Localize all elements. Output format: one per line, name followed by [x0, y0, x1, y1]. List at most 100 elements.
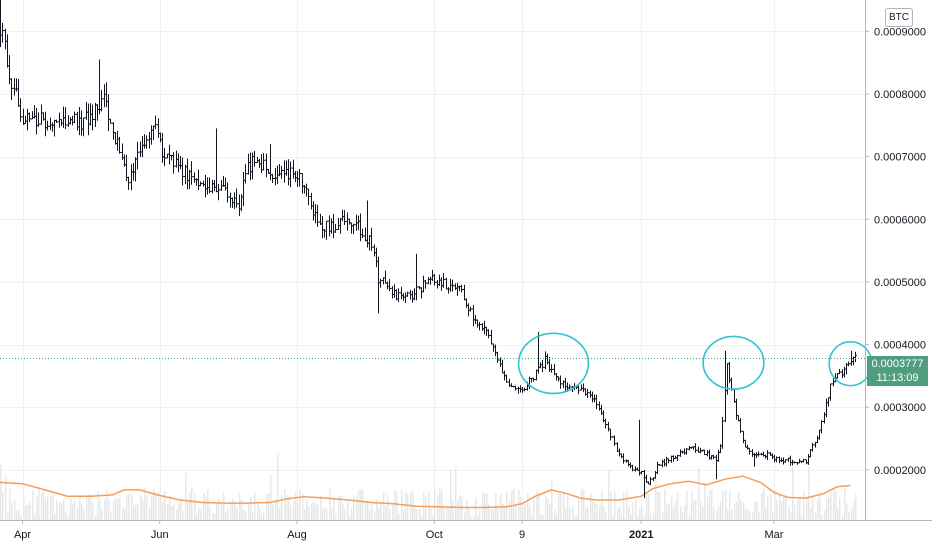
- volume-bar-145: [326, 509, 328, 520]
- volume-bar-361: [812, 495, 814, 520]
- volume-bar-211: [475, 497, 477, 520]
- volume-bar-123: [277, 453, 279, 520]
- volume-bar-308: [693, 500, 695, 520]
- volume-bar-312: [702, 506, 704, 520]
- volume-bar-360: [810, 507, 812, 520]
- volume-bar-371: [835, 490, 837, 520]
- volume-bar-313: [704, 482, 706, 520]
- volume-bar-189: [425, 496, 427, 520]
- volume-bar-1: [2, 491, 4, 520]
- volume-bar-241: [542, 515, 544, 520]
- volume-bar-59: [133, 505, 135, 520]
- volume-bar-257: [578, 499, 580, 520]
- volume-bar-125: [281, 495, 283, 520]
- volume-bar-299: [673, 507, 675, 520]
- volume-bar-89: [200, 509, 202, 520]
- volume-bar-212: [477, 515, 479, 520]
- volume-bar-113: [254, 493, 256, 520]
- volume-bar-345: [776, 499, 778, 520]
- volume-bar-45: [101, 509, 103, 520]
- volume-bar-119: [268, 492, 270, 520]
- volume-bar-267: [601, 490, 603, 520]
- volume-bar-344: [774, 490, 776, 520]
- volume-bar-243: [547, 498, 549, 520]
- volume-bar-65: [146, 496, 148, 520]
- volume-bar-33: [74, 500, 76, 520]
- volume-bar-198: [446, 506, 448, 520]
- volume-bar-303: [682, 512, 684, 520]
- volume-bar-253: [569, 508, 571, 520]
- volume-bar-279: [628, 506, 630, 520]
- volume-bar-72: [162, 502, 164, 520]
- volume-bar-284: [639, 508, 641, 520]
- volume-bar-245: [551, 479, 553, 520]
- volume-bar-316: [711, 489, 713, 520]
- volume-bar-337: [758, 511, 760, 520]
- volume-bar-246: [554, 509, 556, 520]
- volume-bar-249: [560, 493, 562, 520]
- volume-bar-21: [47, 495, 49, 520]
- volume-bar-124: [279, 507, 281, 520]
- volume-bar-105: [236, 506, 238, 520]
- volume-bar-274: [617, 507, 619, 520]
- volume-bar-24: [54, 513, 56, 520]
- volume-bar-37: [83, 510, 85, 520]
- volume-bar-181: [407, 493, 409, 520]
- volume-bar-319: [718, 506, 720, 520]
- volume-bar-336: [756, 500, 758, 520]
- volume-bar-248: [558, 492, 560, 520]
- volume-bar-20: [45, 498, 47, 520]
- volume-bar-159: [358, 489, 360, 520]
- volume-bar-309: [695, 499, 697, 520]
- volume-bar-96: [216, 502, 218, 520]
- volume-bar-120: [270, 474, 272, 520]
- volume-bar-6: [14, 499, 16, 520]
- annotation-circle-1[interactable]: [517, 332, 590, 395]
- volume-bar-290: [653, 512, 655, 520]
- volume-bar-157: [353, 495, 355, 520]
- currency-badge[interactable]: BTC: [885, 8, 913, 27]
- volume-bar-369: [830, 491, 832, 520]
- volume-bar-203: [457, 500, 459, 520]
- volume-bar-209: [470, 515, 472, 520]
- volume-bar-0: [0, 464, 2, 520]
- x-tick-label-1: Jun: [151, 529, 169, 541]
- y-tick-label-2: 0.0004000: [874, 340, 926, 352]
- volume-bar-39: [88, 494, 90, 520]
- volume-bar-142: [320, 495, 322, 520]
- volume-bar-104: [234, 502, 236, 520]
- volume-bar-34: [77, 507, 79, 520]
- volume-bar-331: [745, 509, 747, 520]
- annotation-circle-2[interactable]: [702, 335, 765, 390]
- volume-bar-340: [765, 507, 767, 520]
- volume-bar-210: [473, 515, 475, 520]
- volume-bar-317: [713, 506, 715, 520]
- volume-bar-13: [29, 501, 31, 520]
- volume-bar-228: [513, 488, 515, 520]
- volume-bar-17: [38, 488, 40, 520]
- volume-bar-78: [176, 509, 178, 520]
- volume-bar-15: [34, 513, 36, 520]
- axes[interactable]: [0, 0, 932, 521]
- volume-bar-341: [767, 496, 769, 520]
- x-tick-label-0: Apr: [14, 529, 31, 541]
- volume-bar-338: [761, 492, 763, 520]
- volume-bar-52: [117, 498, 119, 520]
- volume-bar-285: [641, 505, 643, 520]
- volume-bar-58: [131, 493, 133, 520]
- volume-bar-11: [25, 505, 27, 520]
- volume-bar-26: [59, 501, 61, 520]
- volume-bar-196: [441, 489, 443, 520]
- volume-bar-311: [700, 502, 702, 520]
- volume-bar-200: [450, 469, 452, 520]
- volume-bar-263: [592, 500, 594, 520]
- volume-bar-218: [491, 509, 493, 520]
- volume-bar-166: [374, 510, 376, 520]
- volume-bar-348: [783, 497, 785, 520]
- volume-bar-102: [230, 501, 232, 520]
- volume-bar-139: [313, 500, 315, 520]
- volume-bar-272: [612, 515, 614, 520]
- candlestick-series: [0, 0, 857, 499]
- volume-bar-112: [252, 511, 254, 520]
